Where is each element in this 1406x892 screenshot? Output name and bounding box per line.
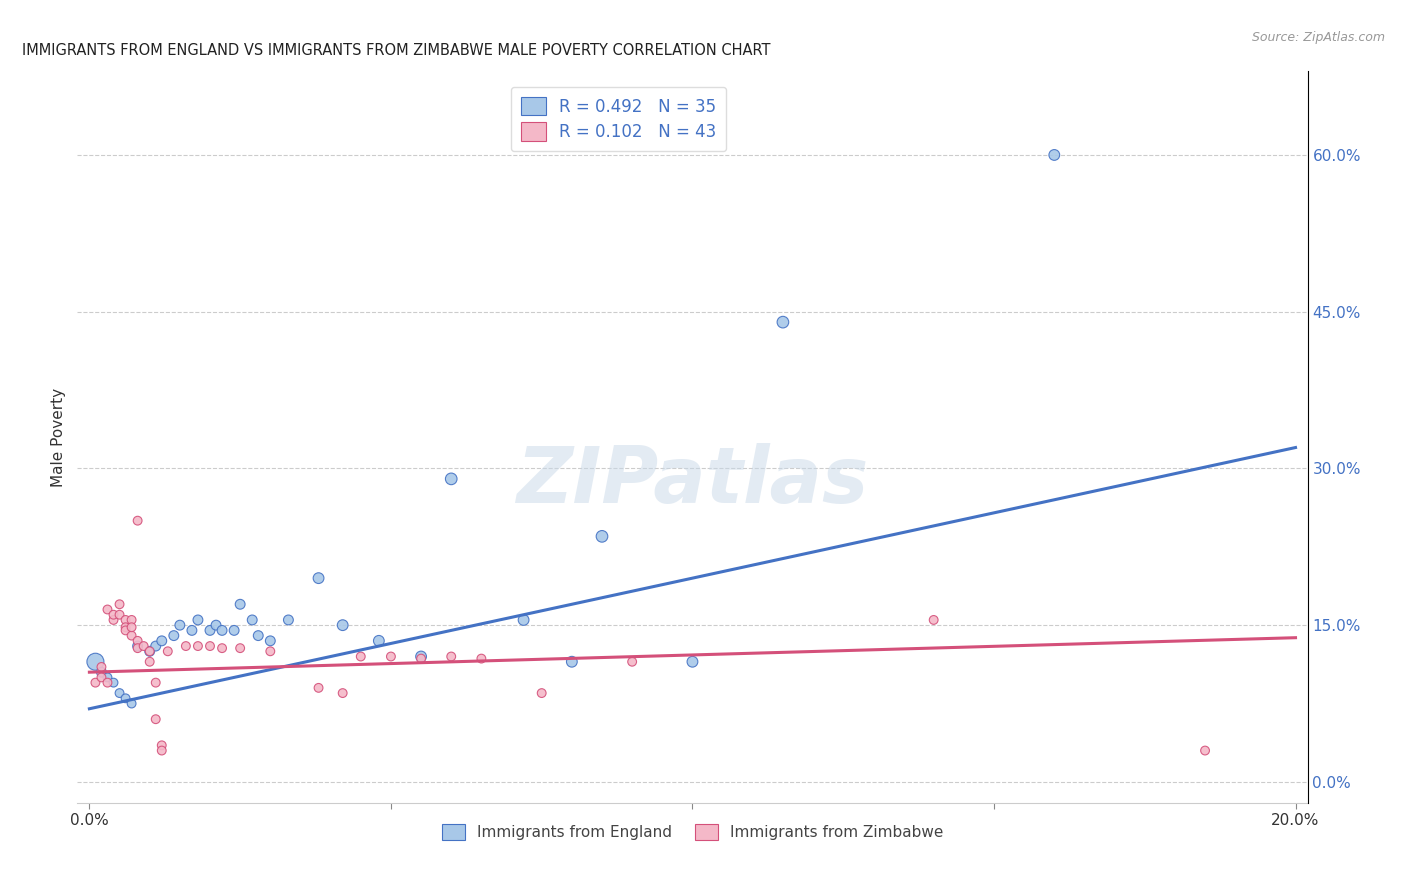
Text: ZIPatlas: ZIPatlas <box>516 443 869 519</box>
Point <box>308 681 330 695</box>
Point <box>409 651 432 665</box>
Point <box>332 686 354 700</box>
Point <box>127 633 149 648</box>
Point <box>114 624 136 638</box>
Point <box>211 624 233 638</box>
Point <box>145 639 167 653</box>
Point <box>224 624 246 638</box>
Point <box>145 712 167 726</box>
Point <box>332 618 354 632</box>
Point <box>121 629 143 643</box>
Point <box>90 670 112 684</box>
Point <box>121 697 143 711</box>
Point <box>259 644 281 658</box>
Point <box>308 571 330 585</box>
Point <box>187 613 209 627</box>
Point <box>621 655 644 669</box>
Point <box>409 649 432 664</box>
Point <box>174 639 197 653</box>
Point <box>138 644 160 658</box>
Point <box>922 613 945 627</box>
Point <box>211 641 233 656</box>
Point <box>150 739 173 753</box>
Point <box>103 607 125 622</box>
Point <box>367 633 389 648</box>
Point <box>163 629 186 643</box>
Point <box>84 675 107 690</box>
Point <box>138 655 160 669</box>
Y-axis label: Male Poverty: Male Poverty <box>51 387 66 487</box>
Point <box>90 665 112 680</box>
Point <box>247 629 270 643</box>
Point <box>772 315 794 329</box>
Point <box>240 613 263 627</box>
Point <box>440 649 463 664</box>
Point <box>127 641 149 656</box>
Point <box>380 649 402 664</box>
Point <box>96 670 118 684</box>
Point <box>108 686 131 700</box>
Point <box>350 649 373 664</box>
Point <box>156 644 179 658</box>
Point <box>145 675 167 690</box>
Point <box>440 472 463 486</box>
Point <box>591 529 613 543</box>
Point <box>103 675 125 690</box>
Point <box>682 655 704 669</box>
Point <box>259 633 281 648</box>
Point <box>150 633 173 648</box>
Point <box>84 655 107 669</box>
Point <box>114 691 136 706</box>
Point <box>127 514 149 528</box>
Point <box>114 620 136 634</box>
Point <box>277 613 299 627</box>
Point <box>138 644 160 658</box>
Point <box>121 620 143 634</box>
Point <box>229 641 252 656</box>
Point <box>132 639 155 653</box>
Point <box>108 607 131 622</box>
Point <box>169 618 191 632</box>
Text: IMMIGRANTS FROM ENGLAND VS IMMIGRANTS FROM ZIMBABWE MALE POVERTY CORRELATION CHA: IMMIGRANTS FROM ENGLAND VS IMMIGRANTS FR… <box>22 43 770 58</box>
Point <box>512 613 534 627</box>
Text: Source: ZipAtlas.com: Source: ZipAtlas.com <box>1251 31 1385 45</box>
Point <box>114 613 136 627</box>
Legend: Immigrants from England, Immigrants from Zimbabwe: Immigrants from England, Immigrants from… <box>436 817 949 847</box>
Point <box>205 618 228 632</box>
Point <box>121 613 143 627</box>
Point <box>198 639 221 653</box>
Point <box>150 743 173 757</box>
Point <box>229 597 252 611</box>
Point <box>1194 743 1216 757</box>
Point <box>561 655 583 669</box>
Point <box>96 602 118 616</box>
Point <box>187 639 209 653</box>
Point <box>103 613 125 627</box>
Point <box>127 639 149 653</box>
Point <box>180 624 202 638</box>
Point <box>108 597 131 611</box>
Point <box>1043 148 1066 162</box>
Point <box>198 624 221 638</box>
Point <box>90 660 112 674</box>
Point <box>470 651 492 665</box>
Point <box>530 686 553 700</box>
Point <box>96 675 118 690</box>
